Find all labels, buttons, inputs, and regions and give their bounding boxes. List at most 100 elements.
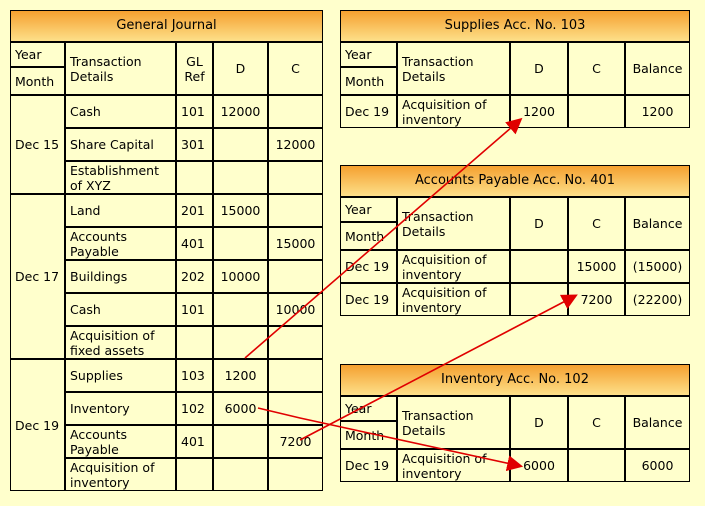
balance-cell: 1200 <box>625 95 690 128</box>
details-cell: Cash <box>65 293 176 326</box>
c-cell <box>268 326 323 359</box>
c-cell <box>268 161 323 194</box>
c-cell <box>268 260 323 293</box>
c-cell <box>568 449 625 482</box>
d-cell <box>510 250 568 283</box>
details-cell: Inventory <box>65 392 176 425</box>
header-cell: C <box>568 396 625 449</box>
details-cell: Accounts Payable <box>65 425 176 458</box>
c-cell <box>268 458 323 491</box>
header-cell: Balance <box>625 42 690 95</box>
c-cell <box>268 194 323 227</box>
header-cell: Transaction Details <box>397 396 510 449</box>
date-cell: Dec 17 <box>10 194 65 359</box>
header-cell: Transaction Details <box>397 42 510 95</box>
table-title: Inventory Acc. No. 102 <box>340 364 690 396</box>
d-cell: 1200 <box>213 359 268 392</box>
details-cell: Share Capital <box>65 128 176 161</box>
ref-cell: 202 <box>176 260 213 293</box>
details-cell: Land <box>65 194 176 227</box>
details-cell: Establishment of XYZ <box>65 161 176 194</box>
ref-cell: 401 <box>176 227 213 260</box>
details-cell: Buildings <box>65 260 176 293</box>
details-cell: Acquisition of inventory <box>397 283 510 316</box>
c-cell: 7200 <box>268 425 323 458</box>
d-cell <box>213 326 268 359</box>
c-cell: 15000 <box>268 227 323 260</box>
ref-cell: 102 <box>176 392 213 425</box>
c-cell: 10000 <box>268 293 323 326</box>
details-cell: Supplies <box>65 359 176 392</box>
details-cell: Acquisition of inventory <box>397 95 510 128</box>
header-cell: C <box>268 42 323 95</box>
c-cell <box>268 95 323 128</box>
date-cell: Dec 19 <box>340 283 397 316</box>
c-cell: 7200 <box>568 283 625 316</box>
balance-cell: (22200) <box>625 283 690 316</box>
header-cell: C <box>568 42 625 95</box>
header-cell: D <box>213 42 268 95</box>
header-cell: Month <box>340 421 397 449</box>
d-cell <box>213 293 268 326</box>
d-cell: 6000 <box>510 449 568 482</box>
details-cell: Acquisition of inventory <box>65 458 176 491</box>
header-cell: D <box>510 396 568 449</box>
header-cell: Balance <box>625 197 690 250</box>
d-cell: 10000 <box>213 260 268 293</box>
details-cell: Acquisition of inventory <box>397 250 510 283</box>
details-cell: Acquisition of inventory <box>397 449 510 482</box>
ref-cell: 301 <box>176 128 213 161</box>
d-cell: 12000 <box>213 95 268 128</box>
ref-cell: 103 <box>176 359 213 392</box>
header-cell: Year <box>10 42 65 67</box>
d-cell <box>510 283 568 316</box>
header-cell: Year <box>340 197 397 222</box>
header-cell: D <box>510 42 568 95</box>
header-cell: GL Ref <box>176 42 213 95</box>
c-cell <box>268 392 323 425</box>
d-cell <box>213 227 268 260</box>
ref-cell <box>176 458 213 491</box>
details-cell: Accounts Payable <box>65 227 176 260</box>
details-cell: Acquisition of fixed assets <box>65 326 176 359</box>
table-title: Accounts Payable Acc. No. 401 <box>340 165 690 197</box>
ref-cell: 101 <box>176 95 213 128</box>
ref-cell: 401 <box>176 425 213 458</box>
c-cell: 15000 <box>568 250 625 283</box>
header-cell: Month <box>340 67 397 95</box>
d-cell: 6000 <box>213 392 268 425</box>
header-cell: Transaction Details <box>65 42 176 95</box>
d-cell: 1200 <box>510 95 568 128</box>
header-cell: Year <box>340 396 397 421</box>
d-cell <box>213 128 268 161</box>
c-cell: 12000 <box>268 128 323 161</box>
date-cell: Dec 19 <box>340 449 397 482</box>
d-cell <box>213 425 268 458</box>
d-cell <box>213 458 268 491</box>
d-cell: 15000 <box>213 194 268 227</box>
ref-cell <box>176 161 213 194</box>
header-cell: D <box>510 197 568 250</box>
table-title: General Journal <box>10 10 323 42</box>
date-cell: Dec 19 <box>340 250 397 283</box>
header-cell: Year <box>340 42 397 67</box>
header-cell: Transaction Details <box>397 197 510 250</box>
details-cell: Cash <box>65 95 176 128</box>
c-cell <box>568 95 625 128</box>
date-cell: Dec 19 <box>340 95 397 128</box>
ref-cell <box>176 326 213 359</box>
header-cell: Balance <box>625 396 690 449</box>
date-cell: Dec 19 <box>10 359 65 491</box>
d-cell <box>213 161 268 194</box>
header-cell: Month <box>340 222 397 250</box>
ref-cell: 201 <box>176 194 213 227</box>
balance-cell: 6000 <box>625 449 690 482</box>
header-cell: Month <box>10 67 65 95</box>
balance-cell: (15000) <box>625 250 690 283</box>
c-cell <box>268 359 323 392</box>
table-title: Supplies Acc. No. 103 <box>340 10 690 42</box>
date-cell: Dec 15 <box>10 95 65 194</box>
header-cell: C <box>568 197 625 250</box>
ref-cell: 101 <box>176 293 213 326</box>
